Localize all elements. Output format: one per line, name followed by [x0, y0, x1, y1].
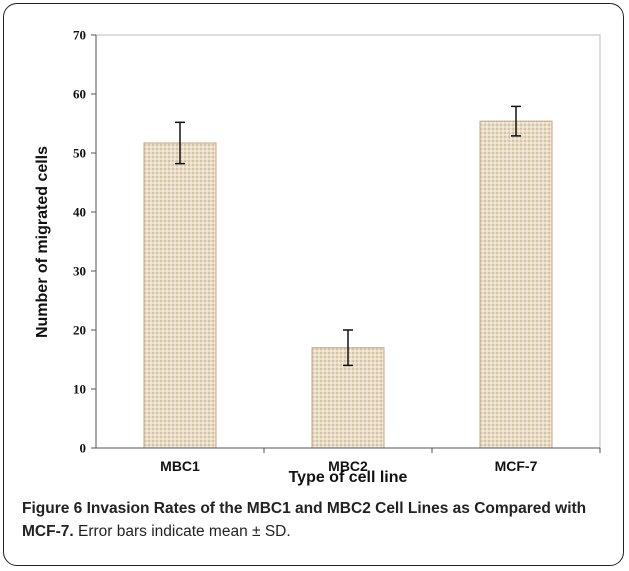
- x-tick-label: MBC2: [328, 458, 368, 474]
- x-tick-label: MBC1: [160, 458, 200, 474]
- y-axis-title: Number of migrated cells: [34, 146, 51, 338]
- y-tick-label: 30: [73, 264, 86, 279]
- caption-label: Figure 6: [22, 500, 83, 517]
- x-tick-label: MCF-7: [495, 458, 538, 474]
- y-tick-label: 0: [80, 441, 87, 456]
- y-tick-label: 20: [73, 323, 86, 338]
- bar-mbc1: [143, 142, 217, 449]
- y-tick-label: 40: [73, 205, 86, 220]
- bar-chart: 0 10 20 30 40 50 60 70 MBC1 MBC2 MCF-7 Type of ce…: [34, 28, 601, 486]
- y-tick-label: 10: [73, 382, 86, 397]
- x-axis-title: Type of cell line: [289, 469, 408, 486]
- y-tick-label: 50: [73, 146, 86, 161]
- caption-title: Invasion Rates of the MBC1 and MBC2 Cell…: [22, 500, 587, 540]
- y-tick-label: 60: [73, 87, 86, 102]
- y-tick-label: 70: [73, 28, 86, 43]
- bar-mcf-7: [479, 120, 553, 449]
- caption-note: Error bars indicate mean ± SD.: [77, 523, 291, 540]
- figure-caption: Figure 6 Invasion Rates of the MBC1 and …: [22, 497, 612, 543]
